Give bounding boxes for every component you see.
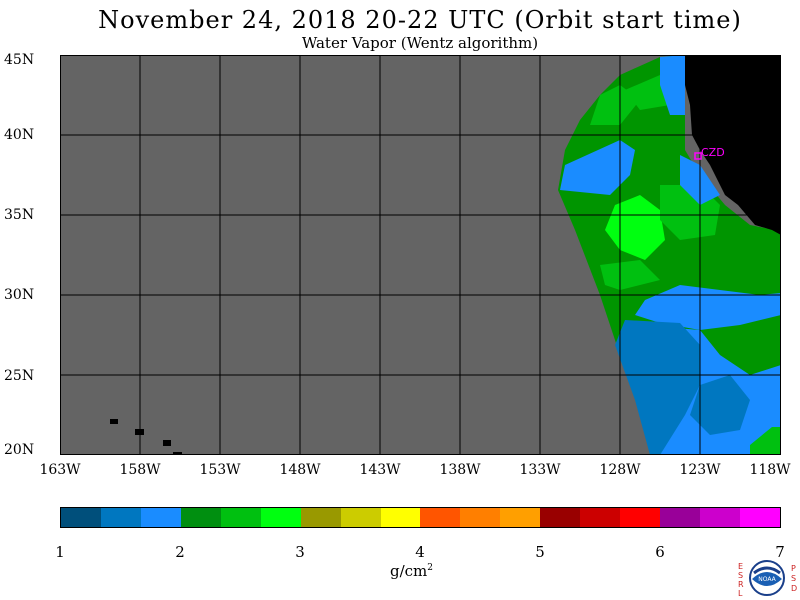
station-marker-icon <box>694 152 702 160</box>
lat-label-30n: 30N <box>4 287 35 303</box>
colorbar-segment <box>140 508 181 527</box>
colorbar-tick-6: 6 <box>655 543 665 561</box>
colorbar-segment <box>620 508 661 527</box>
lon-label-138w: 138W <box>439 462 481 478</box>
lat-label-45n: 45N <box>4 52 35 68</box>
colorbar-segment <box>100 508 141 527</box>
lat-label-25n: 25N <box>4 368 35 384</box>
lon-label-158w: 158W <box>119 462 161 478</box>
colorbar-tick-5: 5 <box>535 543 545 561</box>
svg-text:S: S <box>791 574 796 583</box>
lat-label-40n: 40N <box>4 127 35 143</box>
water-vapor-map: CZD <box>60 55 781 455</box>
colorbar-segment <box>700 508 740 527</box>
colorbar-tick-2: 2 <box>175 543 185 561</box>
colorbar-segment <box>380 508 421 527</box>
svg-text:NOAA: NOAA <box>758 576 776 583</box>
colorbar-segment <box>460 508 501 527</box>
lon-label-133w: 133W <box>519 462 561 478</box>
colorbar-unit-main: g/cm <box>390 562 428 580</box>
lat-label-35n: 35N <box>4 207 35 223</box>
colorbar-unit: g/cm2 <box>390 562 433 580</box>
colorbar-segment <box>260 508 301 527</box>
svg-text:E: E <box>738 562 743 571</box>
colorbar-segment <box>61 508 101 527</box>
colorbar-segment <box>739 508 780 527</box>
lon-label-143w: 143W <box>359 462 401 478</box>
noaa-logo: E S R L NOAA P S D <box>738 560 797 598</box>
colorbar-segment <box>340 508 381 527</box>
colorbar-segment <box>580 508 621 527</box>
colorbar-segment <box>660 508 700 527</box>
lon-label-118w: 118W <box>749 462 791 478</box>
chart-subtitle: Water Vapor (Wentz algorithm) <box>301 34 539 52</box>
chart-title: November 24, 2018 20-22 UTC (Orbit start… <box>98 6 742 34</box>
lon-label-153w: 153W <box>199 462 241 478</box>
colorbar-segment <box>500 508 541 527</box>
colorbar-unit-exp: 2 <box>427 563 434 573</box>
colorbar <box>60 507 781 528</box>
svg-text:S: S <box>738 571 743 580</box>
graticule-grid <box>60 55 781 455</box>
colorbar-tick-3: 3 <box>295 543 305 561</box>
colorbar-tick-1: 1 <box>55 543 65 561</box>
lon-label-148w: 148W <box>279 462 321 478</box>
colorbar-segment <box>540 508 581 527</box>
colorbar-segment <box>220 508 261 527</box>
svg-text:P: P <box>791 564 796 573</box>
station-label: CZD <box>701 146 725 159</box>
svg-text:D: D <box>791 584 797 593</box>
colorbar-tick-7: 7 <box>775 543 785 561</box>
colorbar-segment <box>300 508 341 527</box>
colorbar-segment <box>420 508 461 527</box>
lon-label-128w: 128W <box>599 462 641 478</box>
colorbar-segment <box>180 508 221 527</box>
colorbar-tick-4: 4 <box>415 543 425 561</box>
lon-label-123w: 123W <box>679 462 721 478</box>
land-mass <box>685 55 781 235</box>
lat-label-20n: 20N <box>4 442 35 458</box>
svg-text:L: L <box>738 589 743 598</box>
svg-text:R: R <box>738 580 744 589</box>
lon-label-163w: 163W <box>39 462 81 478</box>
